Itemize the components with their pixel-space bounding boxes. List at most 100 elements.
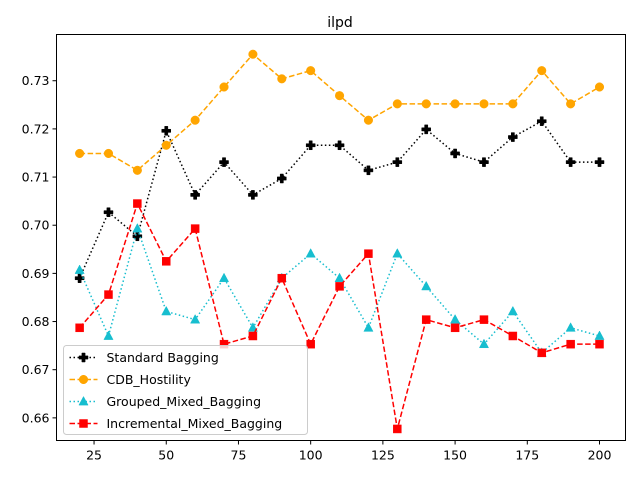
data-point — [363, 322, 374, 332]
data-point — [306, 66, 316, 76]
data-point — [219, 272, 230, 283]
data-point — [161, 126, 172, 136]
y-tick-label: 0.73 — [22, 73, 50, 88]
data-point — [392, 99, 402, 109]
data-point — [536, 116, 547, 126]
y-tick-label: 0.70 — [22, 218, 50, 233]
legend-label: CDB_Hostility — [107, 372, 192, 387]
data-point — [508, 331, 518, 341]
data-point — [450, 314, 461, 324]
data-point — [421, 280, 432, 291]
legend-label: Incremental_Mixed_Bagging — [107, 416, 283, 431]
data-point — [594, 82, 605, 92]
series-standard-bagging — [74, 116, 605, 283]
data-point — [335, 282, 344, 291]
data-point — [103, 148, 114, 159]
data-point — [595, 339, 604, 349]
data-point — [421, 99, 431, 109]
data-point — [132, 165, 142, 175]
plot-frame — [56, 34, 626, 441]
y-tick-label: 0.71 — [22, 170, 50, 185]
data-point — [75, 148, 85, 159]
data-point — [133, 199, 142, 208]
legend-marker — [79, 419, 88, 428]
series-layer — [74, 49, 605, 434]
data-point — [132, 223, 143, 233]
data-point — [537, 66, 547, 76]
x-axis: 25 50 75 100 125 150 175 200 — [86, 440, 612, 463]
data-point — [363, 115, 373, 125]
x-tick-label: 175 — [515, 448, 539, 463]
legend: Standard Bagging CDB_Hostility Grouped_Mix… — [63, 345, 308, 435]
series-incremental-mixed-bagging — [75, 199, 604, 434]
data-point — [594, 330, 605, 340]
data-point — [247, 322, 258, 332]
data-point — [335, 91, 345, 101]
data-point — [334, 140, 345, 151]
data-point — [190, 314, 201, 324]
x-tick-label: 50 — [158, 448, 174, 463]
data-point — [277, 273, 287, 283]
data-point — [161, 140, 171, 150]
legend-box — [63, 345, 308, 435]
data-point — [566, 339, 575, 349]
legend-marker — [78, 352, 89, 363]
data-point — [479, 157, 489, 167]
y-tick-label: 0.67 — [22, 362, 50, 377]
series-grouped-mixed-bagging — [74, 223, 605, 357]
data-point — [421, 315, 431, 324]
data-point — [363, 165, 374, 176]
data-point — [393, 424, 402, 434]
data-point — [450, 99, 460, 109]
y-tick-label: 0.68 — [22, 314, 50, 329]
data-point — [190, 190, 200, 200]
data-point — [507, 305, 518, 316]
data-point — [305, 140, 316, 151]
y-tick-label: 0.72 — [22, 121, 50, 136]
data-point — [479, 99, 489, 109]
legend-label: Grouped_Mixed_Bagging — [107, 394, 262, 409]
x-tick-label: 100 — [299, 448, 323, 463]
data-point — [537, 348, 546, 358]
data-point — [508, 132, 518, 142]
data-point — [508, 99, 518, 109]
data-point — [104, 290, 113, 299]
data-point — [306, 339, 315, 349]
data-point — [450, 148, 460, 159]
x-tick-label: 125 — [371, 448, 395, 463]
data-point — [450, 323, 460, 333]
data-point — [190, 115, 200, 125]
data-point — [219, 157, 229, 167]
series-line — [78, 226, 600, 354]
data-point — [479, 315, 489, 324]
data-point — [305, 248, 316, 258]
data-point — [277, 74, 287, 84]
chart-title: ilpd — [327, 15, 353, 31]
data-point — [565, 157, 576, 167]
data-point — [364, 249, 373, 258]
y-tick-label: 0.69 — [22, 266, 50, 281]
x-tick-label: 150 — [443, 448, 467, 463]
y-tick-label: 0.66 — [22, 410, 50, 425]
data-point — [478, 338, 489, 349]
x-tick-label: 25 — [86, 448, 102, 463]
data-point — [74, 264, 85, 274]
data-point — [161, 305, 172, 316]
legend-marker — [78, 395, 89, 406]
data-point — [162, 257, 171, 266]
data-point — [277, 173, 287, 184]
data-point — [566, 99, 576, 109]
data-point — [565, 322, 576, 332]
data-point — [248, 190, 258, 200]
legend-marker — [78, 374, 89, 385]
data-point — [75, 323, 84, 333]
data-point — [103, 330, 114, 340]
data-point — [103, 207, 114, 217]
data-point — [334, 272, 345, 283]
x-tick-label: 200 — [588, 448, 612, 463]
data-point — [392, 248, 403, 258]
legend-label: Standard Bagging — [107, 350, 219, 365]
data-point — [392, 157, 403, 167]
series-line — [79, 53, 600, 172]
